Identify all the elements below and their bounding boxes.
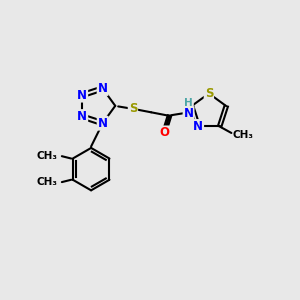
Text: CH₃: CH₃ [233,130,254,140]
Text: O: O [159,126,169,140]
Text: N: N [184,107,194,120]
Text: CH₃: CH₃ [36,177,57,187]
Text: CH₃: CH₃ [36,151,57,161]
Text: N: N [193,120,203,133]
Text: N: N [98,82,108,95]
Text: N: N [77,88,87,102]
Text: H: H [184,98,193,108]
Text: N: N [98,117,108,130]
Text: S: S [129,102,137,115]
Text: S: S [205,87,213,100]
Text: N: N [77,110,87,123]
